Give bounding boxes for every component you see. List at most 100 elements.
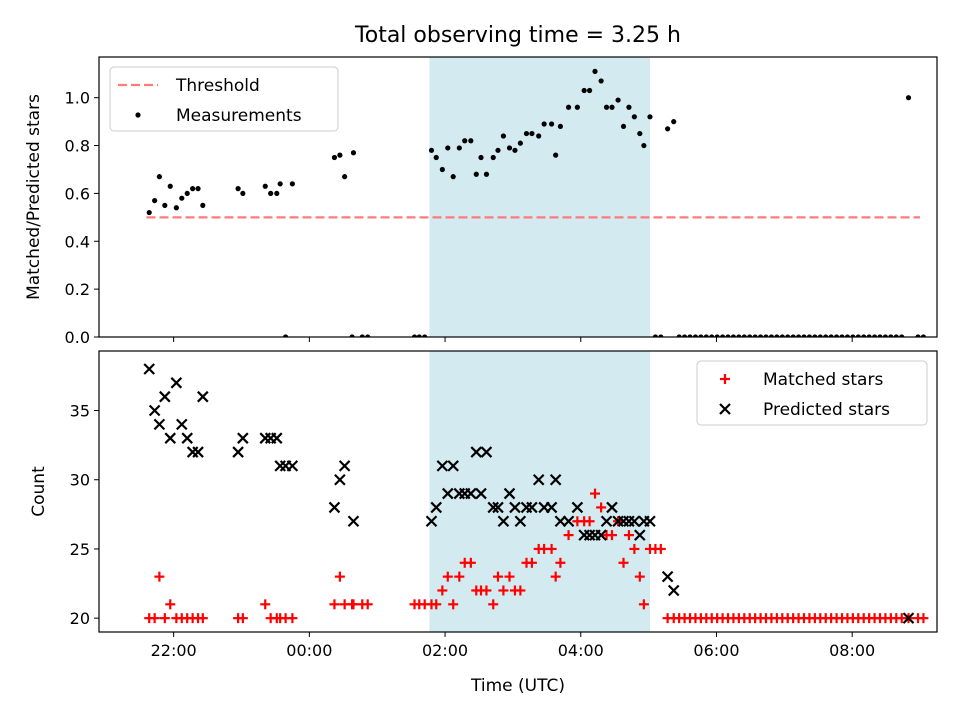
data-point <box>200 202 206 208</box>
data-point <box>725 334 731 337</box>
data-point <box>347 515 360 528</box>
data-point <box>411 334 418 337</box>
axes-frame <box>98 350 938 633</box>
legend-label: Measurements <box>176 106 302 126</box>
data-point-stroke <box>176 418 188 431</box>
data-point-stroke <box>475 487 487 500</box>
data-point <box>331 154 338 161</box>
data-point <box>473 171 479 177</box>
data-point <box>289 181 295 187</box>
data-point <box>195 186 201 192</box>
data-point-stroke <box>497 515 510 528</box>
data-point <box>861 334 867 337</box>
legend: Threshold Measurements <box>109 66 339 132</box>
data-point-stroke <box>430 501 443 514</box>
legend-box <box>696 360 928 426</box>
data-point <box>433 154 439 161</box>
y-tick-label: 25 <box>70 540 90 559</box>
data-point-stroke <box>571 501 584 514</box>
data-point <box>347 599 358 610</box>
y-tick-label: 0.0 <box>65 328 90 347</box>
data-point <box>184 190 190 197</box>
data-point <box>506 145 513 151</box>
data-point-stroke <box>271 432 283 444</box>
legend-swatch <box>135 112 141 118</box>
data-point <box>338 460 351 472</box>
x-tick-label: 06:00 <box>693 641 739 660</box>
data-point <box>692 334 699 337</box>
data-point <box>899 334 905 337</box>
data-point-stroke <box>667 584 680 597</box>
data-point <box>362 599 373 610</box>
x-tick-label: 08:00 <box>829 641 875 660</box>
data-point <box>817 334 823 337</box>
data-point <box>850 334 856 337</box>
y-tick-label: 30 <box>70 471 90 490</box>
data-point-stroke <box>436 460 449 472</box>
data-point <box>500 133 507 139</box>
data-point <box>165 599 176 610</box>
data-point <box>709 334 715 337</box>
data-point <box>173 205 179 211</box>
y-tick-label: 0.2 <box>65 280 90 299</box>
data-point <box>609 104 615 110</box>
data-point <box>626 104 632 110</box>
data-point-stroke <box>634 529 646 541</box>
x-tick-label: 00:00 <box>286 641 332 660</box>
x-tick-label: 02:00 <box>422 641 468 660</box>
data-point-stroke <box>661 570 674 583</box>
data-point <box>548 121 555 127</box>
legend-label: Matched stars <box>763 370 883 390</box>
data-point <box>774 334 780 337</box>
data-point-stroke <box>644 515 656 528</box>
data-point-stroke <box>470 446 483 458</box>
data-point-stroke <box>628 515 641 528</box>
data-point <box>232 446 244 458</box>
series-dot <box>146 68 927 337</box>
data-point <box>644 515 656 528</box>
data-point <box>529 130 535 137</box>
data-point-stroke <box>562 515 575 528</box>
data-point <box>719 334 726 337</box>
data-point <box>436 460 449 472</box>
data-point <box>590 488 601 499</box>
data-point <box>550 571 561 582</box>
data-point-stroke <box>143 363 155 375</box>
data-point-stroke <box>441 487 454 500</box>
data-point <box>687 334 693 337</box>
data-point <box>606 530 617 541</box>
data-point <box>545 501 558 514</box>
observing-span <box>429 57 650 337</box>
data-point <box>416 334 422 337</box>
data-point <box>581 87 587 94</box>
data-point <box>448 599 459 610</box>
data-point <box>280 613 291 624</box>
x-tick-label: 04:00 <box>558 641 604 660</box>
data-point <box>235 186 241 192</box>
data-point <box>557 123 564 130</box>
data-point-stroke <box>338 460 351 472</box>
data-point <box>631 114 637 120</box>
data-point <box>618 557 629 568</box>
data-point <box>871 334 878 337</box>
data-point <box>329 599 340 610</box>
legend-swatch <box>719 403 731 415</box>
data-point-stroke <box>606 501 618 514</box>
data-point <box>553 152 559 158</box>
data-point-stroke <box>159 390 171 403</box>
data-point <box>877 334 883 337</box>
data-point <box>349 334 355 337</box>
data-point <box>667 584 680 597</box>
data-point <box>497 515 510 528</box>
data-point <box>888 334 894 337</box>
data-point <box>465 557 476 568</box>
data-point <box>855 334 861 337</box>
data-point <box>176 418 188 431</box>
data-point <box>268 190 274 197</box>
data-point <box>920 334 927 337</box>
data-point <box>179 195 185 201</box>
data-point <box>893 334 899 337</box>
data-point <box>839 334 845 337</box>
data-point <box>512 147 518 153</box>
